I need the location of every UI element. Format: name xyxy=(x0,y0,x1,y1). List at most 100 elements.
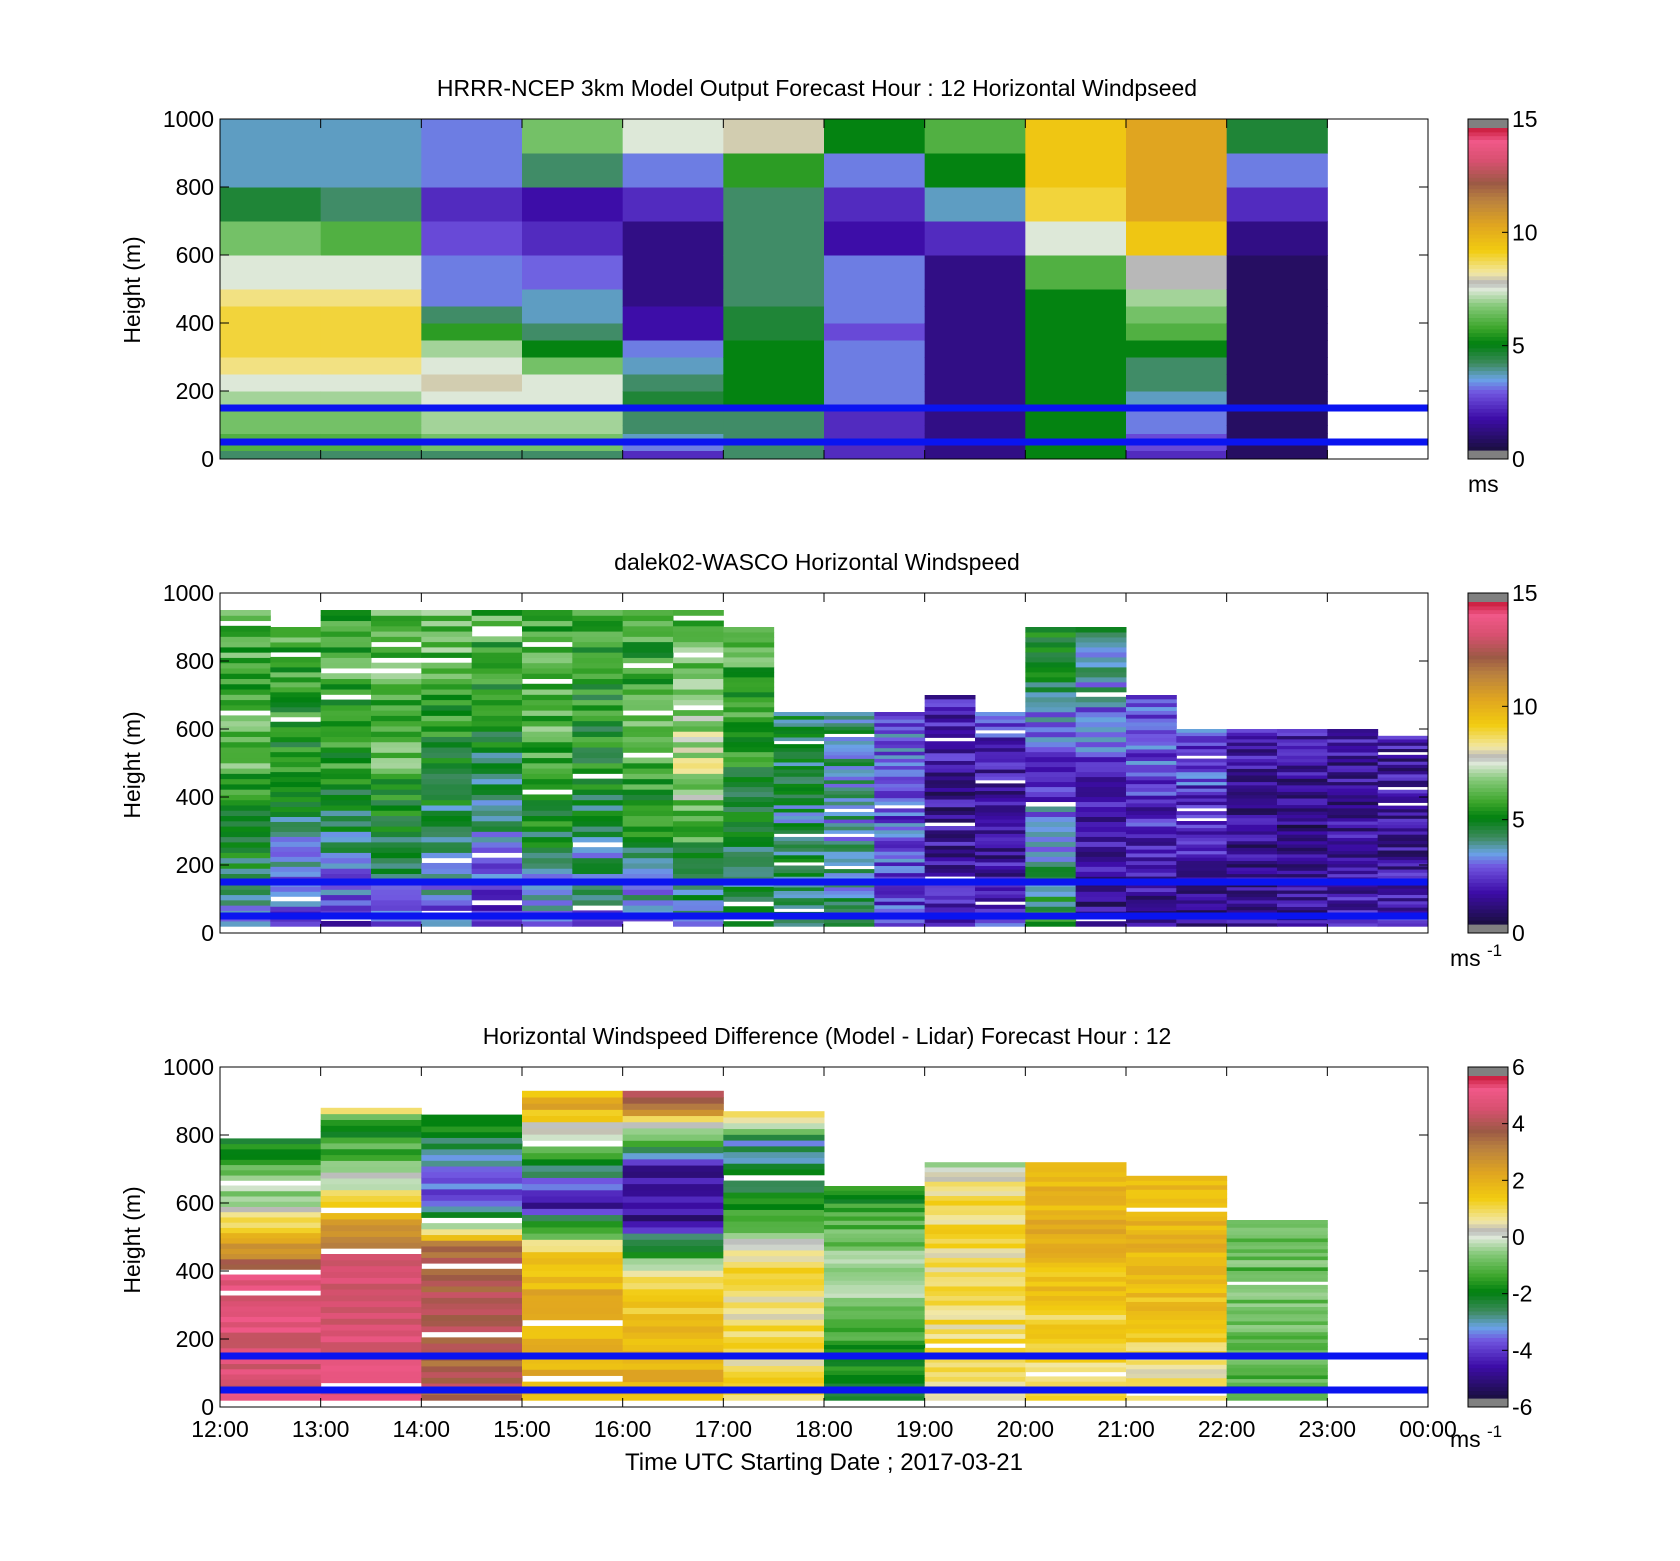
heatmap-cell xyxy=(1126,745,1177,750)
heatmap-cell xyxy=(371,620,422,627)
heatmap-cell xyxy=(320,1218,422,1226)
colorbar-segment xyxy=(1468,859,1508,864)
heatmap-cell xyxy=(471,889,523,896)
colorbar-segment xyxy=(1468,427,1508,432)
heatmap-cell xyxy=(471,768,523,774)
heatmap-cell xyxy=(924,1252,1026,1258)
heatmap-cell xyxy=(924,837,976,842)
heatmap-cell xyxy=(1075,646,1127,653)
heatmap-cell xyxy=(773,822,825,827)
heatmap-cell xyxy=(622,868,674,874)
heatmap-cell xyxy=(220,153,322,188)
heatmap-cell xyxy=(874,801,926,806)
colorbar-segment xyxy=(1468,1295,1508,1301)
heatmap-cell xyxy=(924,1214,1026,1220)
x-tick-label: 19:00 xyxy=(896,1416,954,1442)
heatmap-cell xyxy=(824,754,875,759)
heatmap-cell xyxy=(1377,754,1429,759)
heatmap-cell xyxy=(773,769,825,774)
heatmap-cell xyxy=(622,255,724,290)
colorbar-segment xyxy=(1468,628,1508,633)
heatmap-cell xyxy=(270,816,322,822)
heatmap-cell xyxy=(1126,814,1177,819)
heatmap-cell xyxy=(1025,153,1127,188)
heatmap-cell xyxy=(1226,919,1278,924)
heatmap-cell xyxy=(220,1311,322,1317)
colorbar-segment xyxy=(1468,696,1508,702)
colorbar-segment xyxy=(1468,431,1508,436)
heatmap-cell xyxy=(220,374,322,392)
heatmap-cell xyxy=(824,433,926,443)
heatmap-cell xyxy=(874,861,926,867)
heatmap-cell xyxy=(1226,1302,1328,1307)
colorbar-segment xyxy=(1468,279,1508,284)
heatmap-cell xyxy=(673,905,724,911)
heatmap-cell xyxy=(421,255,523,290)
colorbar-segment xyxy=(1468,761,1508,766)
heatmap-cell xyxy=(371,899,422,906)
heatmap-cell xyxy=(1025,1181,1127,1187)
heatmap-cell xyxy=(270,646,322,653)
x-tick-label: 12:00 xyxy=(191,1416,249,1442)
colorbar-segment xyxy=(1468,162,1508,167)
heatmap-cell xyxy=(723,433,825,443)
heatmap-cell xyxy=(421,641,473,648)
heatmap-cell xyxy=(924,899,976,904)
heatmap-cell xyxy=(1126,714,1177,719)
heatmap-cell xyxy=(924,745,976,750)
y-tick-label: 1000 xyxy=(163,1054,214,1080)
heatmap-cell xyxy=(1126,1229,1228,1235)
heatmap-cell xyxy=(773,886,825,891)
heatmap-cell xyxy=(220,757,271,764)
heatmap-cell xyxy=(1025,871,1077,877)
heatmap-cell xyxy=(773,876,825,881)
heatmap-cell xyxy=(320,1230,422,1237)
colorbar-unit-exponent: -1 xyxy=(1487,941,1502,960)
heatmap-cell xyxy=(622,789,674,795)
heatmap-cell xyxy=(924,849,976,854)
heatmap-cell xyxy=(270,741,322,748)
heatmap-cell xyxy=(1126,868,1177,873)
heatmap-cell xyxy=(421,1285,523,1293)
heatmap-cell xyxy=(924,760,976,765)
heatmap-cell xyxy=(622,1189,724,1197)
heatmap-cell xyxy=(220,731,271,737)
heatmap-cell xyxy=(773,894,825,899)
heatmap-cell xyxy=(1126,1337,1228,1343)
heatmap-cell xyxy=(371,731,422,737)
heatmap-cell xyxy=(773,744,825,749)
heatmap-cell xyxy=(371,868,422,874)
heatmap-cell xyxy=(824,1331,926,1337)
heatmap-cell xyxy=(522,1195,624,1203)
heatmap-cell xyxy=(471,862,523,869)
heatmap-cell xyxy=(522,374,624,392)
heatmap-cell xyxy=(1226,755,1278,760)
heatmap-cell xyxy=(1176,775,1228,779)
heatmap-cell xyxy=(1277,860,1328,865)
colorbar-segment xyxy=(1468,772,1508,777)
heatmap-cell xyxy=(522,1301,624,1308)
heatmap-cell xyxy=(622,641,674,648)
heatmap-cell xyxy=(1327,860,1379,865)
heatmap-cell xyxy=(673,662,724,669)
heatmap-cell xyxy=(1126,1359,1228,1365)
heatmap-cell xyxy=(220,1138,322,1145)
heatmap-cell xyxy=(723,1278,825,1286)
colorbar-segment xyxy=(1468,617,1508,622)
colorbar-segment xyxy=(1468,643,1508,649)
heatmap-cell xyxy=(874,808,926,813)
heatmap-cell xyxy=(1025,681,1077,688)
heatmap-cell xyxy=(1025,1305,1127,1311)
heatmap-cell xyxy=(824,890,875,895)
heatmap-cell xyxy=(320,615,372,622)
heatmap-cell xyxy=(622,1288,724,1296)
colorbar-segment xyxy=(1468,1144,1508,1149)
heatmap-cell xyxy=(622,720,674,727)
heatmap-cell xyxy=(924,1371,1026,1377)
colorbar-segment xyxy=(1468,852,1508,857)
heatmap-cell xyxy=(723,1273,825,1280)
heatmap-cell xyxy=(622,1195,724,1203)
heatmap-cell xyxy=(1277,847,1328,852)
heatmap-cell xyxy=(1377,811,1429,816)
heatmap-cell xyxy=(924,802,976,808)
